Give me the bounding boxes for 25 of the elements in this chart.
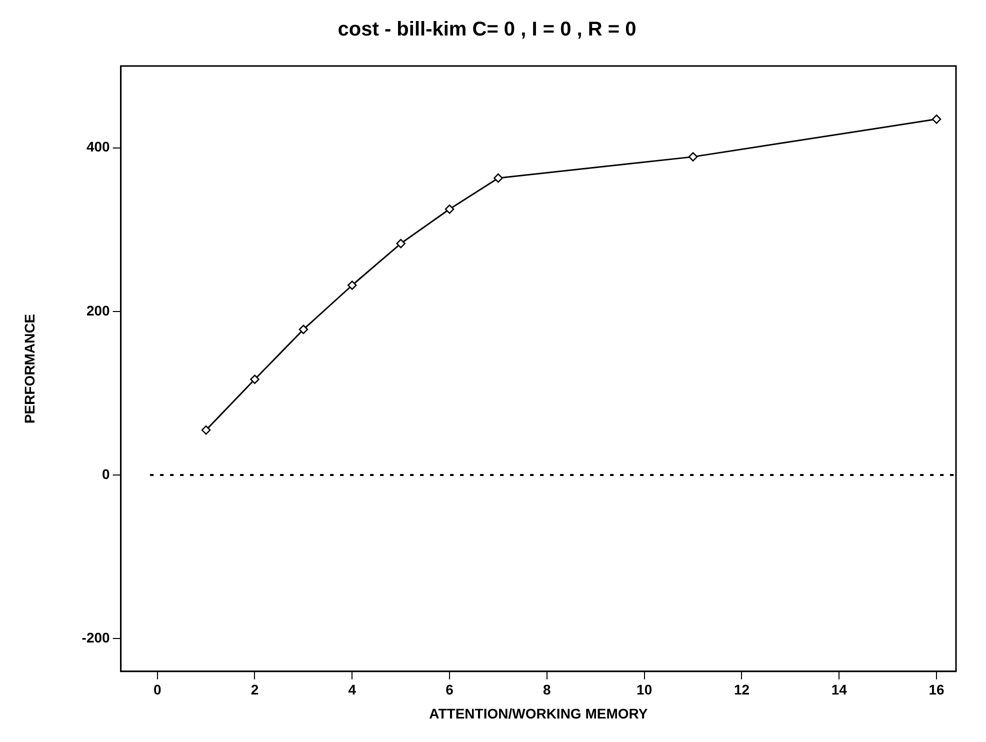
x-tick-label: 0 (153, 682, 162, 698)
y-tick-label: 0 (102, 466, 110, 482)
x-tick-label: 10 (636, 682, 652, 698)
point (396, 238, 406, 248)
point (494, 173, 503, 183)
chart-title: cost - bill-kim C= 0 , I = 0 , R = 0 (338, 18, 636, 41)
x-tick-label: 8 (543, 682, 552, 698)
y-tick-label: 400 (86, 138, 110, 155)
x-tick-label: 12 (734, 682, 750, 698)
x-tick-label: 14 (831, 682, 848, 698)
y-axis-title: PERFORMANCE (21, 314, 38, 424)
point (347, 280, 357, 290)
x-tick-label: 4 (348, 682, 356, 698)
point (444, 204, 454, 214)
x-axis-title: ATTENTION/WORKING MEMORY (429, 705, 648, 722)
point (201, 425, 211, 435)
x-tick-label: 6 (446, 682, 454, 698)
y-tick-label: -200 (82, 630, 110, 646)
point (688, 152, 698, 162)
point (250, 374, 260, 384)
x-tick-label: 2 (250, 682, 259, 698)
point (298, 324, 308, 334)
point (932, 114, 942, 124)
y-tick-label: 200 (86, 302, 110, 318)
x-tick-label: 16 (928, 682, 945, 698)
